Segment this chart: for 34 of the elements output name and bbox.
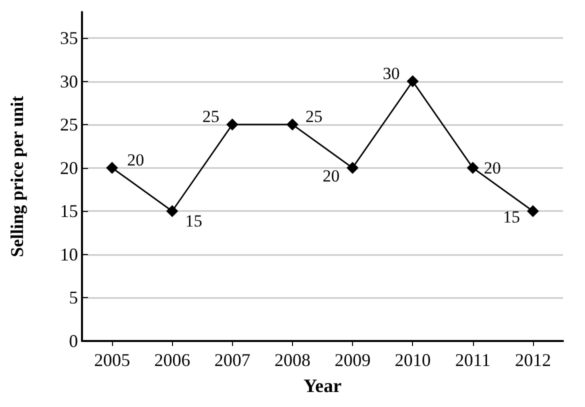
y-tick-label: 5 [69, 288, 78, 308]
point [106, 162, 118, 174]
point [466, 162, 479, 174]
data-label: 25 [202, 107, 220, 126]
data-label: 20 [484, 158, 501, 178]
point [526, 205, 539, 218]
point [346, 162, 359, 174]
x-tick-label: 2009 [334, 350, 371, 370]
y-tick-label: 15 [60, 201, 78, 222]
point [166, 205, 178, 218]
data-label: 20 [127, 150, 144, 170]
y-tick-label: 25 [60, 114, 78, 135]
data-label: 20 [322, 166, 340, 186]
point [406, 75, 419, 88]
data-label: 25 [305, 107, 322, 126]
y-tick-label: 35 [60, 28, 78, 48]
data-label: 15 [502, 208, 520, 227]
x-tick-label: 2005 [94, 350, 130, 370]
x-tick-label: 2007 [214, 350, 250, 370]
x-tick-label: 2008 [274, 350, 310, 370]
x-tick-label: 2011 [455, 350, 490, 370]
data-label: 15 [185, 212, 202, 231]
y-tick-label: 30 [60, 71, 78, 92]
x-tick-label: 2010 [394, 350, 431, 370]
data-label: 30 [382, 64, 400, 83]
y-axis-title: Selling price per unit [7, 96, 27, 258]
y-tick-label: 10 [60, 244, 78, 264]
y-tick-label: 20 [60, 158, 78, 178]
y-tick-label: 0 [69, 331, 78, 351]
x-tick-label: 2012 [514, 350, 551, 370]
x-axis-title: Year [304, 376, 342, 397]
point [226, 118, 238, 131]
x-tick-label: 2006 [154, 350, 190, 370]
point [286, 118, 298, 131]
